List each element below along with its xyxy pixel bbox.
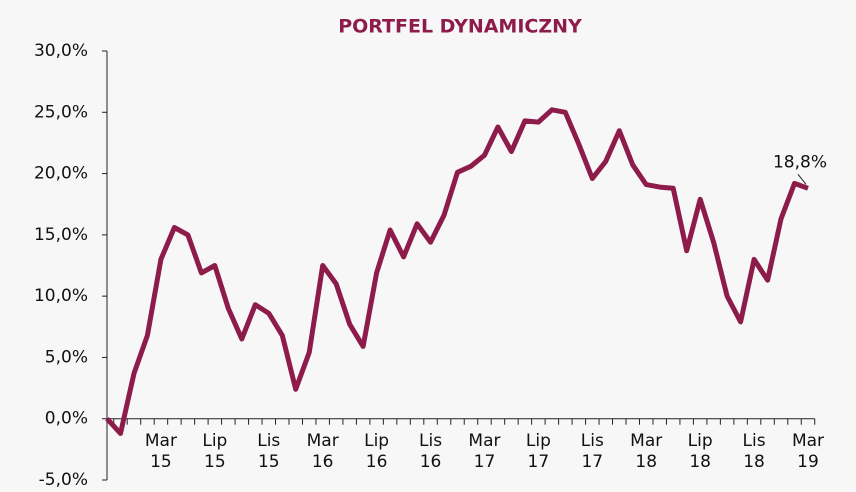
x-tick-label: Lip 16 [364,431,390,472]
x-tick-label: Mar 15 [144,431,177,472]
x-tick-label: Mar 18 [630,431,663,472]
chart-title: PORTFEL DYNAMICZNY [338,16,582,38]
x-tick-label: Lis 18 [742,431,766,472]
x-tick-label: Lip 18 [687,431,713,472]
y-tick-label: 5,0% [45,347,88,367]
label-leader [797,173,807,185]
x-tick-label: Lis 16 [419,431,443,472]
y-tick-label: -5,0% [39,470,88,490]
x-tick-label: Lip 15 [202,431,228,472]
x-tick-label: Lis 15 [257,431,281,472]
x-tick-label: Lip 17 [525,431,551,472]
y-tick-label: 25,0% [34,102,88,122]
y-tick-label: 30,0% [34,41,88,61]
line [105,107,809,436]
y-tick-label: 20,0% [34,164,88,184]
value-label: 18,8% [773,152,827,172]
x-tick-label: Lis 17 [580,431,604,472]
x-tick-label: Mar 16 [306,431,339,472]
y-tick-label: 10,0% [34,286,88,306]
x-tick-label: Mar 17 [468,431,501,472]
x-tick-label: Mar 19 [791,431,825,472]
y-tick-label: 0,0% [45,409,88,429]
y-tick-label: 15,0% [34,225,88,245]
